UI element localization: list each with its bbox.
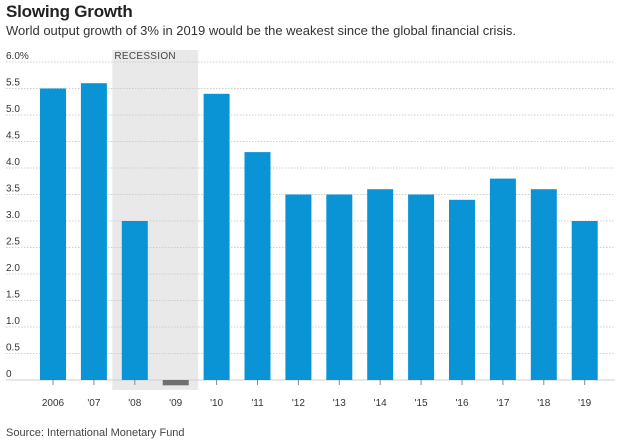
x-tick-label: 2006 bbox=[42, 398, 65, 409]
recession-label: RECESSION bbox=[114, 51, 176, 62]
bar bbox=[367, 189, 394, 380]
bar bbox=[121, 221, 148, 380]
y-tick-label: 2.0 bbox=[6, 263, 20, 274]
bar bbox=[326, 194, 353, 380]
x-tick-label: '07 bbox=[87, 398, 100, 409]
y-tick-label: 1.5 bbox=[6, 290, 20, 301]
bar bbox=[449, 199, 475, 380]
y-tick-label: 5.5 bbox=[6, 78, 20, 89]
x-tick-label: '11 bbox=[251, 398, 264, 409]
y-tick-label: 2.5 bbox=[6, 237, 20, 248]
bar bbox=[489, 178, 516, 380]
bar bbox=[285, 194, 312, 380]
x-tick-label: '10 bbox=[210, 398, 223, 409]
y-tick-label: 4.0 bbox=[6, 157, 20, 168]
x-tick-label: '16 bbox=[455, 398, 468, 409]
y-tick-label: 6.0% bbox=[6, 51, 29, 62]
source-note: Source: International Monetary Fund bbox=[6, 427, 185, 439]
bar bbox=[40, 88, 66, 380]
x-tick-label: '19 bbox=[578, 398, 591, 409]
x-tick-label: '13 bbox=[333, 398, 346, 409]
y-tick-label: 5.0 bbox=[6, 104, 20, 115]
y-tick-label: 0 bbox=[6, 369, 12, 380]
bar bbox=[203, 93, 230, 381]
chart-subtitle: World output growth of 3% in 2019 would … bbox=[6, 23, 516, 38]
bar bbox=[408, 194, 435, 380]
y-tick-label: 4.5 bbox=[6, 131, 20, 142]
bar bbox=[530, 189, 557, 380]
x-tick-label: '17 bbox=[496, 398, 509, 409]
bar bbox=[571, 221, 598, 380]
x-tick-label: '08 bbox=[128, 398, 141, 409]
x-tick-label: '14 bbox=[374, 398, 387, 409]
y-tick-label: 3.0 bbox=[6, 210, 20, 221]
x-tick-label: '12 bbox=[292, 398, 305, 409]
x-tick-label: '09 bbox=[169, 398, 182, 409]
y-tick-label: 1.0 bbox=[6, 316, 20, 327]
chart-title: Slowing Growth bbox=[6, 2, 133, 21]
y-tick-label: 0.5 bbox=[6, 343, 20, 354]
x-tick-label: '15 bbox=[415, 398, 428, 409]
y-tick-label: 3.5 bbox=[6, 184, 20, 195]
bar bbox=[162, 380, 189, 386]
bar bbox=[244, 152, 271, 380]
x-tick-label: '18 bbox=[537, 398, 550, 409]
bar bbox=[80, 83, 107, 380]
